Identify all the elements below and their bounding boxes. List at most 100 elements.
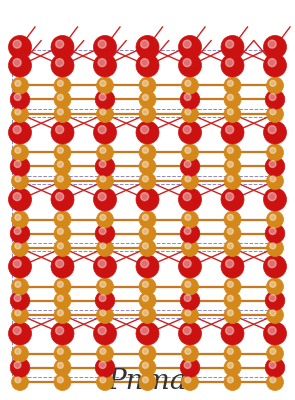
Circle shape xyxy=(136,121,159,144)
Circle shape xyxy=(227,109,233,115)
Circle shape xyxy=(15,243,21,249)
Circle shape xyxy=(180,224,200,243)
Circle shape xyxy=(100,243,106,249)
Circle shape xyxy=(58,282,63,287)
Circle shape xyxy=(15,80,21,86)
Circle shape xyxy=(226,126,234,134)
Circle shape xyxy=(100,377,106,383)
Circle shape xyxy=(54,240,71,256)
Circle shape xyxy=(12,240,29,256)
Bar xyxy=(12,184,275,243)
Circle shape xyxy=(58,147,63,153)
Circle shape xyxy=(99,228,106,234)
Circle shape xyxy=(183,192,191,201)
Circle shape xyxy=(224,278,241,295)
Circle shape xyxy=(54,278,71,295)
Circle shape xyxy=(266,211,283,228)
Circle shape xyxy=(139,306,156,324)
Circle shape xyxy=(58,362,63,368)
Circle shape xyxy=(226,58,234,67)
Circle shape xyxy=(58,310,63,316)
Circle shape xyxy=(142,295,148,301)
Circle shape xyxy=(142,348,148,354)
Circle shape xyxy=(9,54,32,77)
Circle shape xyxy=(142,109,148,115)
Circle shape xyxy=(55,260,64,268)
Circle shape xyxy=(12,278,29,295)
Circle shape xyxy=(98,326,106,335)
Circle shape xyxy=(224,345,241,362)
Circle shape xyxy=(268,260,276,268)
Circle shape xyxy=(58,295,63,301)
Circle shape xyxy=(142,377,148,383)
Bar xyxy=(12,50,275,109)
Circle shape xyxy=(263,36,286,58)
Circle shape xyxy=(58,377,63,383)
Circle shape xyxy=(94,36,117,58)
Circle shape xyxy=(139,77,156,94)
Circle shape xyxy=(13,260,21,268)
Circle shape xyxy=(141,192,149,201)
Circle shape xyxy=(12,374,29,390)
Circle shape xyxy=(51,54,74,77)
Circle shape xyxy=(141,40,149,48)
Circle shape xyxy=(224,172,241,190)
Circle shape xyxy=(94,322,117,345)
Circle shape xyxy=(224,374,241,390)
Circle shape xyxy=(184,362,191,368)
Circle shape xyxy=(142,282,148,287)
Circle shape xyxy=(99,295,106,302)
Circle shape xyxy=(12,211,29,228)
Circle shape xyxy=(263,54,286,77)
Circle shape xyxy=(185,109,191,115)
Circle shape xyxy=(268,192,276,201)
Circle shape xyxy=(58,94,63,100)
Circle shape xyxy=(54,306,71,324)
Circle shape xyxy=(136,188,159,211)
Circle shape xyxy=(54,374,71,390)
Circle shape xyxy=(142,94,148,100)
Circle shape xyxy=(183,126,191,134)
Circle shape xyxy=(55,126,64,134)
Circle shape xyxy=(181,306,199,324)
Circle shape xyxy=(54,144,71,161)
Circle shape xyxy=(184,295,191,302)
Circle shape xyxy=(12,144,29,161)
Circle shape xyxy=(181,144,199,161)
Circle shape xyxy=(227,94,233,100)
Circle shape xyxy=(100,147,106,153)
Circle shape xyxy=(227,176,233,182)
Circle shape xyxy=(180,157,200,176)
Circle shape xyxy=(54,225,71,242)
Circle shape xyxy=(224,91,241,108)
Circle shape xyxy=(226,260,234,268)
Circle shape xyxy=(181,345,199,362)
Circle shape xyxy=(98,192,106,201)
Circle shape xyxy=(181,106,199,122)
Circle shape xyxy=(270,282,276,287)
Circle shape xyxy=(266,172,283,190)
Circle shape xyxy=(10,90,30,109)
Circle shape xyxy=(100,214,106,220)
Circle shape xyxy=(15,176,21,182)
Circle shape xyxy=(221,188,244,211)
Circle shape xyxy=(54,359,71,376)
Circle shape xyxy=(141,260,149,268)
Circle shape xyxy=(227,243,233,249)
Circle shape xyxy=(55,326,64,335)
Circle shape xyxy=(263,255,286,278)
Circle shape xyxy=(9,36,32,58)
Circle shape xyxy=(184,228,191,234)
Circle shape xyxy=(270,80,276,86)
Circle shape xyxy=(54,158,71,175)
Circle shape xyxy=(14,94,21,100)
Circle shape xyxy=(58,161,63,167)
Circle shape xyxy=(265,358,285,377)
Circle shape xyxy=(99,94,106,100)
Circle shape xyxy=(95,224,115,243)
Circle shape xyxy=(139,144,156,161)
Circle shape xyxy=(181,172,199,190)
Circle shape xyxy=(227,348,233,354)
Circle shape xyxy=(227,295,233,301)
Circle shape xyxy=(12,106,29,122)
